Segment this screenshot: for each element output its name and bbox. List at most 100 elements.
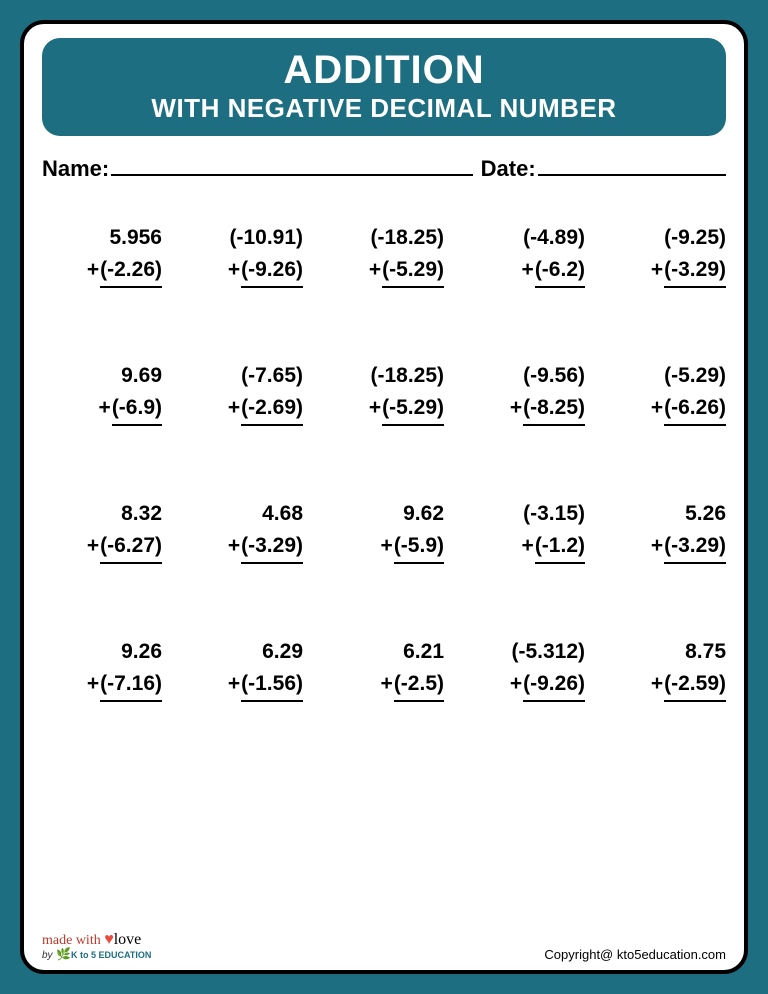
addition-problem: 5.26+(-3.29)	[606, 498, 726, 564]
bottom-number: (-1.2)	[535, 530, 585, 565]
bottom-number: (-3.29)	[664, 254, 726, 289]
plus-sign: +	[522, 254, 534, 286]
addition-problem: 6.21+ (-2.5)	[324, 636, 444, 702]
bottom-number: (-5.9)	[394, 530, 444, 565]
student-info-row: Name: Date:	[42, 154, 726, 182]
plus-sign: +	[228, 530, 240, 562]
top-number: 9.26	[42, 636, 162, 668]
copyright-text: Copyright@ kto5education.com	[544, 947, 726, 962]
bottom-row: +(-6.27)	[42, 530, 162, 565]
bottom-row: +(-6.2)	[465, 254, 585, 289]
bottom-number: (-2.59)	[664, 668, 726, 703]
addition-problem: (-5.29)+(-6.26)	[606, 360, 726, 426]
addition-problem: (-3.15)+(-1.2)	[465, 498, 585, 564]
addition-problem: 9.26+(-7.16)	[42, 636, 162, 702]
bottom-number: (-5.29)	[382, 392, 444, 427]
top-number: 5.26	[606, 498, 726, 530]
plus-sign: +	[381, 668, 393, 700]
bottom-row: +(-2.69)	[183, 392, 303, 427]
addition-problem: (-5.312)+(-9.26)	[465, 636, 585, 702]
worksheet-footer: made with ♥love by 🌿K to 5 EDUCATION Cop…	[42, 932, 726, 962]
bottom-row: +(-2.26)	[42, 254, 162, 289]
love-text: love	[114, 931, 142, 948]
problem-row: 9.69+(-6.9)(-7.65)+(-2.69)(-18.25)+ (-5.…	[42, 360, 726, 426]
bottom-row: +(-9.26)	[465, 668, 585, 703]
plus-sign: +	[381, 530, 393, 562]
plus-sign: +	[651, 254, 663, 286]
bottom-number: (-2.26)	[100, 254, 162, 289]
date-label: Date:	[481, 156, 536, 182]
plus-sign: +	[87, 530, 99, 562]
brand-name: K to 5 EDUCATION	[71, 950, 151, 960]
bottom-number: (-1.56)	[241, 668, 303, 703]
worksheet-subtitle: WITH NEGATIVE DECIMAL NUMBER	[42, 93, 726, 124]
date-input-line[interactable]	[538, 154, 726, 176]
addition-problem: (-4.89)+(-6.2)	[465, 222, 585, 288]
worksheet-page: ADDITION WITH NEGATIVE DECIMAL NUMBER Na…	[20, 20, 748, 974]
problem-row: 9.26+(-7.16)6.29+(-1.56)6.21+ (-2.5)(-5.…	[42, 636, 726, 702]
top-number: (-5.312)	[465, 636, 585, 668]
top-number: 9.62	[324, 498, 444, 530]
bottom-row: +(-8.25)	[465, 392, 585, 427]
bottom-number: (-9.26)	[241, 254, 303, 289]
plus-sign: +	[228, 392, 240, 424]
brand-logo: made with ♥love by 🌿K to 5 EDUCATION	[42, 932, 151, 962]
bottom-number: (-2.5)	[394, 668, 444, 703]
top-number: (-4.89)	[465, 222, 585, 254]
bottom-row: +(-3.29)	[606, 530, 726, 565]
plus-sign: +	[87, 668, 99, 700]
top-number: 5.956	[42, 222, 162, 254]
bottom-row: +(-1.56)	[183, 668, 303, 703]
bottom-row: +(-6.9)	[42, 392, 162, 427]
top-number: (-18.25)	[324, 360, 444, 392]
addition-problem: 8.75+(-2.59)	[606, 636, 726, 702]
bottom-row: + (-5.29)	[324, 392, 444, 427]
plus-sign: +	[369, 392, 381, 424]
top-number: (-18.25)	[324, 222, 444, 254]
problem-row: 5.956+(-2.26)(-10.91)+(-9.26)(-18.25)+ (…	[42, 222, 726, 288]
addition-problem: (-7.65)+(-2.69)	[183, 360, 303, 426]
bottom-number: (-9.26)	[523, 668, 585, 703]
name-label: Name:	[42, 156, 109, 182]
addition-problem: 9.69+(-6.9)	[42, 360, 162, 426]
plus-sign: +	[510, 392, 522, 424]
bottom-number: (-6.9)	[112, 392, 162, 427]
top-number: (-10.91)	[183, 222, 303, 254]
worksheet-title: ADDITION	[42, 48, 726, 93]
bottom-row: + (-5.9)	[324, 530, 444, 565]
bottom-row: +(-3.29)	[606, 254, 726, 289]
addition-problem: (-9.25)+(-3.29)	[606, 222, 726, 288]
plus-sign: +	[99, 392, 111, 424]
plus-sign: +	[522, 530, 534, 562]
plus-sign: +	[228, 668, 240, 700]
top-number: (-9.25)	[606, 222, 726, 254]
bottom-number: (-6.2)	[535, 254, 585, 289]
addition-problem: 5.956+(-2.26)	[42, 222, 162, 288]
addition-problem: (-10.91)+(-9.26)	[183, 222, 303, 288]
addition-problem: 8.32+(-6.27)	[42, 498, 162, 564]
name-input-line[interactable]	[111, 154, 472, 176]
bottom-number: (-6.27)	[100, 530, 162, 565]
addition-problem: 9.62+ (-5.9)	[324, 498, 444, 564]
bottom-row: +(-9.26)	[183, 254, 303, 289]
top-number: 8.32	[42, 498, 162, 530]
bottom-row: +(-7.16)	[42, 668, 162, 703]
plus-sign: +	[510, 668, 522, 700]
top-number: 6.21	[324, 636, 444, 668]
name-field-group: Name:	[42, 154, 473, 182]
bottom-number: (-7.16)	[100, 668, 162, 703]
by-text: by	[42, 950, 53, 961]
problem-row: 8.32+(-6.27)4.68+(-3.29)9.62+ (-5.9)(-3.…	[42, 498, 726, 564]
plus-sign: +	[651, 530, 663, 562]
plus-sign: +	[651, 668, 663, 700]
bottom-number: (-3.29)	[241, 530, 303, 565]
top-number: 6.29	[183, 636, 303, 668]
addition-problem: 4.68+(-3.29)	[183, 498, 303, 564]
problems-grid: 5.956+(-2.26)(-10.91)+(-9.26)(-18.25)+ (…	[42, 222, 726, 702]
top-number: (-9.56)	[465, 360, 585, 392]
bottom-row: + (-5.29)	[324, 254, 444, 289]
bottom-row: +(-6.26)	[606, 392, 726, 427]
bottom-number: (-5.29)	[382, 254, 444, 289]
addition-problem: (-9.56)+(-8.25)	[465, 360, 585, 426]
bottom-number: (-3.29)	[664, 530, 726, 565]
